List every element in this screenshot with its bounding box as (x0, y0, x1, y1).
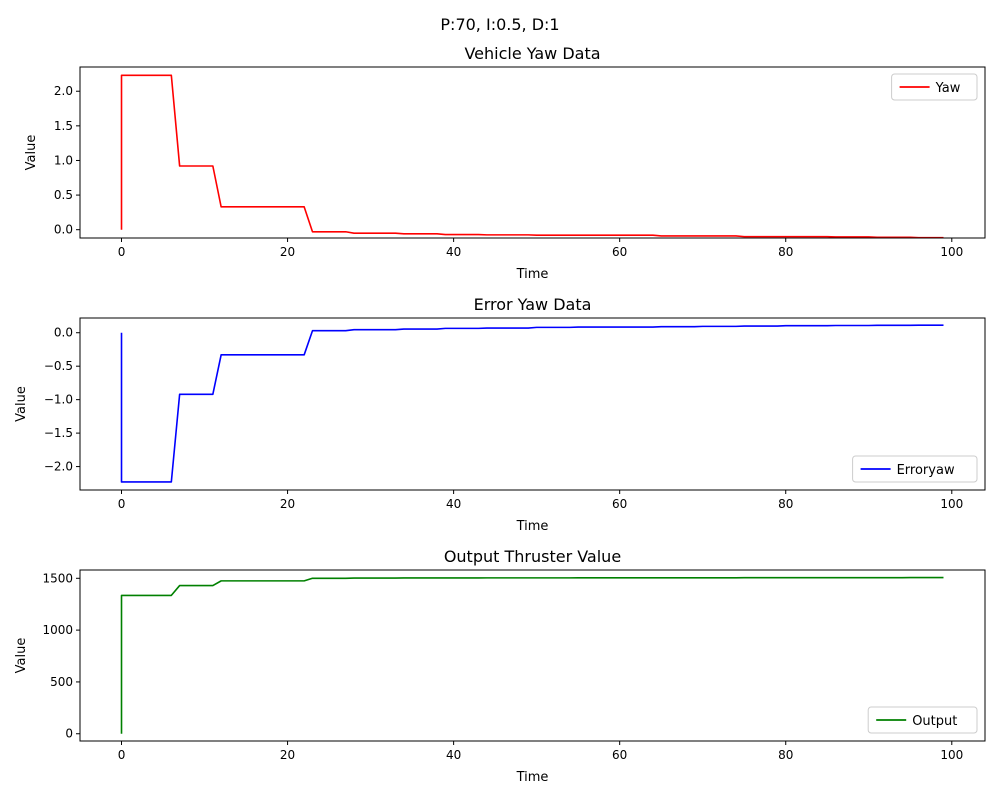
y-tick-label: 1000 (42, 623, 73, 637)
y-tick-label: 0.0 (54, 326, 73, 340)
legend-box (867, 706, 978, 734)
x-tick-label: 60 (612, 245, 627, 259)
legend-box (891, 73, 978, 101)
x-tick-label: 40 (446, 748, 461, 762)
y-tick-label: 0.5 (54, 188, 73, 202)
subplots: Vehicle Yaw Data 0 20 40 60 80 100 0.0 0.5 1.0 1.5… (14, 44, 986, 785)
y-tick-label: 1.5 (54, 119, 73, 133)
y-tick-label: −2.0 (44, 460, 73, 474)
legend-label: Erroryaw (897, 463, 955, 478)
axes-frame (79, 569, 986, 742)
x-tick-label: 60 (612, 497, 627, 511)
y-tick-label: 2.0 (54, 84, 73, 98)
x-tick-label: 80 (778, 748, 793, 762)
x-tick-label: 20 (280, 245, 295, 259)
x-tick-label: 20 (280, 748, 295, 762)
y-tick-label: −1.5 (44, 426, 73, 440)
series-line-output (120, 576, 944, 734)
legend: Yaw (891, 73, 978, 101)
series-line-yaw (120, 74, 944, 238)
chart-1: Vehicle Yaw Data 0 20 40 60 80 100 0.0 0.5 1.0 1.5… (24, 44, 986, 282)
y-tick-label: 1500 (42, 571, 73, 585)
y-tick-label: −0.5 (44, 359, 73, 373)
chart-title: Error Yaw Data (474, 295, 592, 314)
x-tick-label: 100 (940, 497, 963, 511)
legend-label: Output (912, 714, 957, 729)
series-line-erroryaw (120, 324, 944, 483)
y-tick-label: 0.0 (54, 223, 73, 237)
x-tick-label: 100 (940, 748, 963, 762)
x-tick-label: 40 (446, 497, 461, 511)
y-tick-label: 0 (65, 727, 73, 741)
x-axis-label: Time (516, 770, 549, 785)
legend-box (852, 455, 978, 483)
figure-suptitle: P:70, I:0.5, D:1 (440, 15, 559, 34)
x-tick-label: 60 (612, 748, 627, 762)
y-axis-label: Value (24, 135, 39, 171)
chart-title: Vehicle Yaw Data (464, 44, 600, 63)
x-tick-label: 100 (940, 245, 963, 259)
x-tick-label: 20 (280, 497, 295, 511)
x-tick-label: 80 (778, 497, 793, 511)
y-tick-label: −1.0 (44, 393, 73, 407)
x-tick-label: 0 (118, 497, 126, 511)
x-tick-label: 0 (118, 748, 126, 762)
y-tick-label: 500 (50, 675, 73, 689)
axes-frame (79, 66, 986, 239)
x-tick-label: 0 (118, 245, 126, 259)
x-axis-label: Time (516, 519, 549, 534)
y-axis-label: Value (14, 386, 29, 422)
legend: Output (867, 706, 978, 734)
x-tick-label: 80 (778, 245, 793, 259)
legend-label: Yaw (935, 81, 961, 96)
x-tick-label: 40 (446, 245, 461, 259)
y-axis-label: Value (14, 638, 29, 674)
chart-title: Output Thruster Value (444, 547, 621, 566)
chart-2: Error Yaw Data 0 20 40 60 80 100 −2.0 −1.5 −1.0 −0… (14, 295, 986, 534)
axes-frame (79, 317, 986, 491)
x-axis-label: Time (516, 267, 549, 282)
legend: Erroryaw (852, 455, 978, 483)
y-tick-label: 1.0 (54, 153, 73, 167)
